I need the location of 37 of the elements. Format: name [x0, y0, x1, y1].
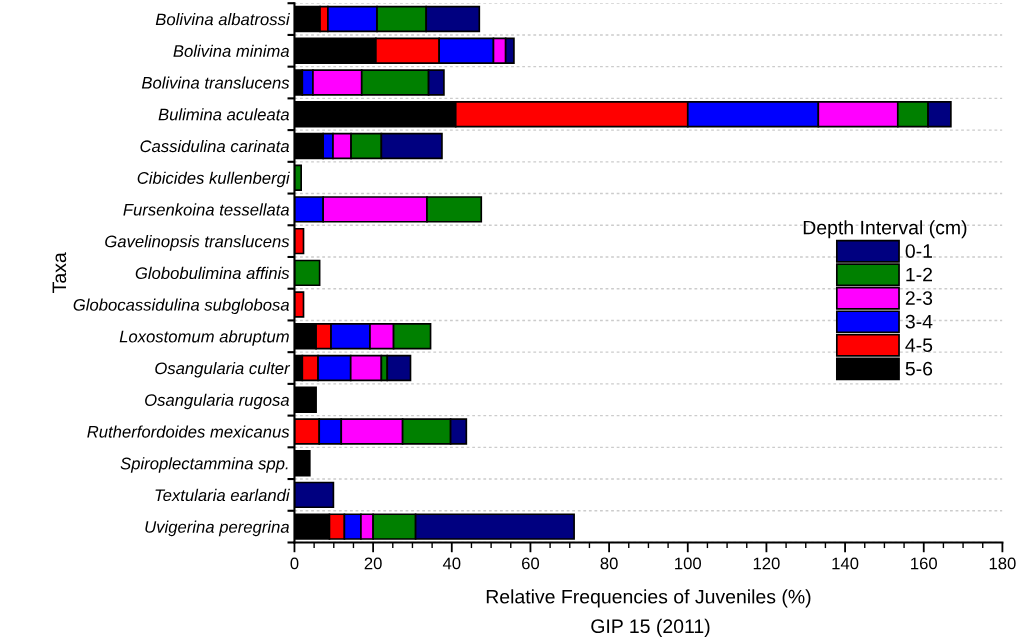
x-tick-label: 0: [290, 557, 299, 570]
y-tick-label: Cibicides kullenbergi: [137, 171, 290, 188]
x-tick-label: 180: [989, 557, 1016, 570]
y-tick-label: Rutherfordoides mexicanus: [87, 425, 290, 438]
legend-label: 5-6: [905, 361, 933, 376]
legend-label: 2-3: [905, 291, 933, 305]
x-tick-label: 80: [600, 557, 618, 570]
y-tick-label: Cassidulina carinata: [140, 139, 290, 153]
y-tick-label: Globobulimina affinis: [135, 266, 290, 280]
legend-label: 1-2: [906, 267, 932, 282]
y-tick-label: Gavelinopsis translucens: [105, 235, 290, 251]
y-tick-label: Fursenkoina tessellata: [123, 203, 290, 216]
x-tick-label: 40: [442, 557, 461, 570]
y-axis-title: Taxa: [52, 252, 67, 293]
y-tick-label: Loxostomum abruptum: [119, 330, 289, 346]
y-tick-label: Osangularia culter: [155, 361, 291, 378]
legend-label: 0-1: [905, 244, 933, 258]
legend-label: 4-5: [905, 338, 933, 353]
text: GIP 15 (2011): [591, 618, 710, 637]
y-tick-label: Spiroplectammina spp.: [120, 457, 288, 473]
x-axis-title: Relative Frequencies of Juveniles (%): [486, 589, 811, 608]
y-tick-label: Osangularia rugosa: [145, 393, 290, 410]
x-tick-label: 160: [911, 557, 937, 570]
x-tick-label: 120: [753, 557, 780, 570]
legend-label: 3-4: [905, 314, 933, 329]
y-tick-label: Uvigerina peregrina: [145, 520, 290, 537]
x-tick-label: 60: [522, 557, 540, 570]
y-tick-label: Bulimina aculeata: [158, 108, 290, 121]
y-tick-label: Bolivina albatrossi: [155, 13, 290, 26]
y-tick-label: Bolivina minima: [173, 44, 290, 57]
legend-title: Depth Interval (cm): [803, 220, 967, 239]
y-tick-label: Bolivina translucens: [141, 76, 290, 89]
y-tick-label: Globocassidulina subglobosa: [73, 298, 290, 315]
y-tick-label: Textularia earlandi: [155, 488, 290, 502]
x-tick-label: 140: [832, 557, 859, 570]
x-tick-label: 20: [364, 557, 382, 570]
x-tick-label: 100: [675, 557, 702, 570]
